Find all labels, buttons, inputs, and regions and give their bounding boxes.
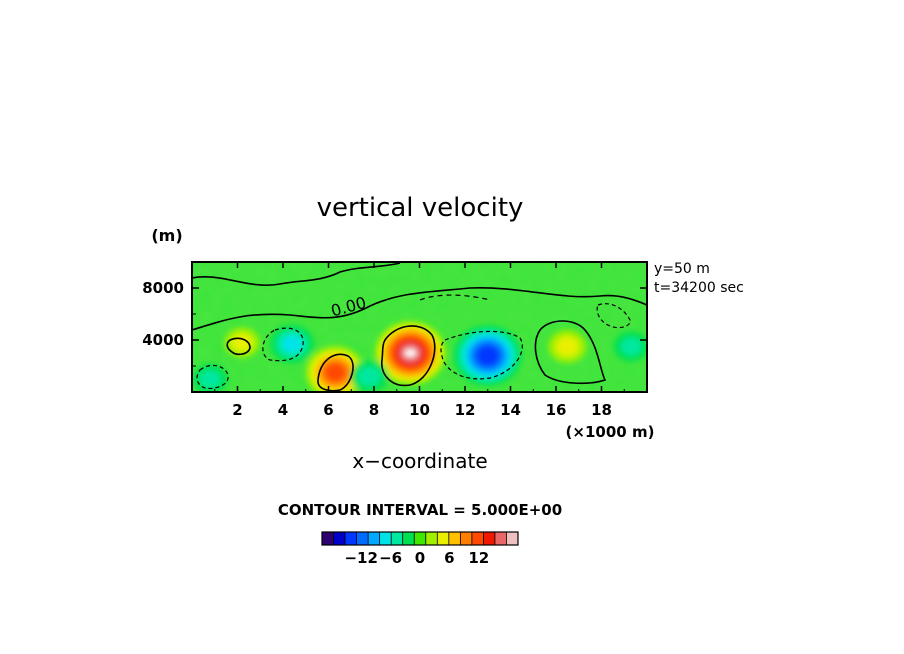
x-tick-label: 6 (323, 401, 333, 419)
x-tick-label: 16 (546, 401, 567, 419)
colorbar-tick-label: 0 (415, 549, 425, 567)
x-tick-label: 14 (500, 401, 521, 419)
colorbar-tick-label: 12 (468, 549, 489, 567)
colorbar-swatch (402, 532, 415, 545)
x-tick-label: 10 (409, 401, 430, 419)
colorbar-swatch (322, 532, 334, 545)
colorbar-swatch (368, 532, 380, 545)
x-tick-label: 8 (369, 401, 379, 419)
colorbar-swatch (391, 532, 404, 545)
field-feature-1-level-4 (324, 363, 346, 382)
colorbar-tick-label: 6 (444, 549, 454, 567)
annotation-time: t=34200 sec (654, 280, 744, 296)
colorbar (321, 531, 519, 546)
field-feature-5-level-2 (281, 334, 303, 353)
field-feature-6-level-1 (358, 366, 381, 387)
y-tick-label: 8000 (142, 279, 184, 297)
x-tick-label: 2 (232, 401, 242, 419)
field-feature-8-level-1 (620, 337, 642, 356)
colorbar-swatch (437, 532, 450, 545)
field-feature-7-level-1 (199, 370, 221, 388)
colorbar-swatch (425, 532, 438, 545)
colorbar-swatch (460, 532, 473, 545)
colorbar-swatch (506, 532, 519, 545)
chart-title: vertical velocity (317, 193, 524, 223)
colorbar-swatch (471, 532, 484, 545)
contour-interval: CONTOUR INTERVAL = 5.000E+00 (278, 501, 562, 519)
annotation-y: y=50 m (654, 261, 710, 277)
plot-area: 0.00 (192, 262, 647, 392)
colorbar-swatch (414, 532, 427, 545)
field-feature-4-level-5 (476, 345, 500, 366)
colorbar-swatch (483, 532, 496, 545)
x-tick-label: 4 (278, 401, 288, 419)
x-tick-label: 18 (591, 401, 612, 419)
colorbar-swatch (356, 532, 369, 545)
colorbar-swatch (494, 532, 507, 545)
colorbar-swatch (379, 532, 392, 545)
colorbar-tick-label: −6 (379, 549, 402, 567)
x-tick-label: 12 (455, 401, 476, 419)
colorbar-swatch (345, 532, 357, 545)
colorbar-tick-label: −12 (344, 549, 377, 567)
y-tick-label: 4000 (142, 331, 184, 349)
x-axis-unit: (×1000 m) (566, 423, 655, 441)
colorbar-swatch (448, 532, 461, 545)
field-feature-0-peak (404, 349, 417, 357)
colorbar-swatch (333, 532, 346, 545)
colorbar-frame (321, 531, 519, 546)
x-axis-title: x−coordinate (352, 449, 487, 473)
y-axis-unit: (m) (151, 226, 182, 245)
field-feature-2-level-1 (555, 336, 579, 357)
